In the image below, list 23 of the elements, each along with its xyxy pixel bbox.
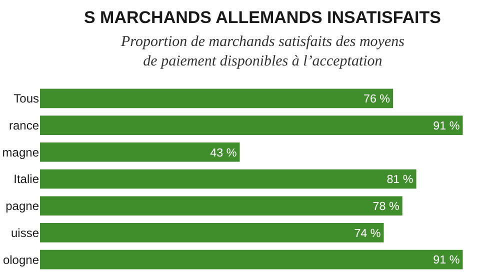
y-tick-label: pagne [6, 199, 40, 214]
y-tick-label: Italie [14, 172, 40, 186]
data-label: 91 % [433, 119, 460, 132]
data-label: 81 % [386, 173, 414, 186]
y-tick-label: magne [2, 145, 40, 160]
y-tick-label: ologne [2, 252, 40, 267]
bar [40, 88, 394, 108]
chart-title: S MARCHANDS ALLEMANDS INSATISFAITS [84, 8, 441, 27]
data-label: 78 % [372, 200, 400, 214]
bar [40, 223, 384, 242]
data-label: 43 % [210, 146, 237, 160]
data-label: 74 % [354, 226, 381, 240]
bar [40, 196, 402, 216]
bar [40, 116, 463, 135]
chart-subtitle: Proportion de marchands satisfaits des moyens de paiement disponibles à l’acceptation [120, 34, 405, 70]
data-label: 91 % [433, 254, 460, 267]
bar [40, 142, 240, 162]
y-tick-label: rance [8, 118, 40, 132]
y-tick-label: Tous [14, 92, 39, 106]
data-label: 76 % [363, 92, 390, 106]
bar [40, 250, 463, 270]
bar [40, 169, 416, 189]
y-tick-label: uisse [10, 226, 40, 240]
